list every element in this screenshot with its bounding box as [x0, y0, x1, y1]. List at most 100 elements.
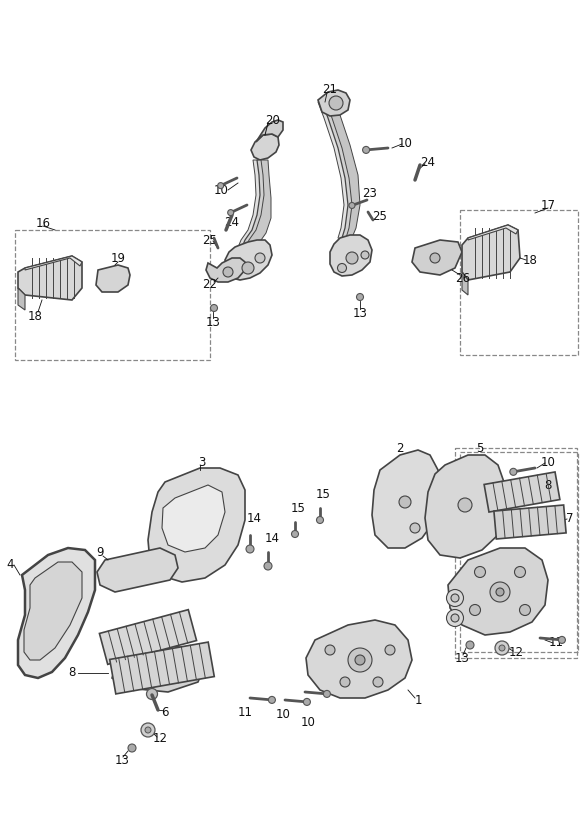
- Polygon shape: [247, 160, 271, 248]
- Circle shape: [255, 253, 265, 263]
- Circle shape: [356, 293, 363, 301]
- Polygon shape: [372, 450, 440, 548]
- Circle shape: [410, 523, 420, 533]
- Circle shape: [329, 96, 343, 110]
- Circle shape: [355, 655, 365, 665]
- Circle shape: [451, 614, 459, 622]
- Text: 15: 15: [315, 488, 331, 500]
- Circle shape: [363, 147, 370, 153]
- Circle shape: [264, 562, 272, 570]
- Polygon shape: [96, 265, 130, 292]
- Polygon shape: [462, 225, 520, 280]
- Text: 2: 2: [396, 442, 404, 455]
- Text: 13: 13: [206, 316, 220, 329]
- Text: 10: 10: [301, 715, 315, 728]
- Polygon shape: [322, 100, 356, 240]
- Text: 8: 8: [68, 667, 76, 680]
- Polygon shape: [306, 620, 412, 698]
- Circle shape: [242, 262, 254, 274]
- Circle shape: [519, 605, 531, 616]
- Text: 23: 23: [363, 186, 377, 199]
- Circle shape: [210, 305, 217, 311]
- Text: 13: 13: [353, 307, 367, 320]
- Circle shape: [325, 645, 335, 655]
- Circle shape: [228, 209, 234, 216]
- Circle shape: [292, 531, 298, 537]
- Circle shape: [217, 183, 224, 189]
- Circle shape: [466, 641, 474, 649]
- Circle shape: [348, 648, 372, 672]
- Circle shape: [146, 689, 157, 700]
- Circle shape: [385, 645, 395, 655]
- Polygon shape: [18, 288, 25, 310]
- Text: 18: 18: [27, 310, 43, 322]
- Circle shape: [340, 677, 350, 687]
- Polygon shape: [97, 548, 178, 592]
- Polygon shape: [110, 642, 215, 694]
- Polygon shape: [448, 548, 548, 635]
- Text: 25: 25: [202, 233, 217, 246]
- Polygon shape: [256, 120, 283, 142]
- Polygon shape: [148, 468, 245, 582]
- Polygon shape: [18, 256, 82, 300]
- Text: 8: 8: [545, 479, 552, 491]
- Polygon shape: [318, 100, 352, 240]
- Circle shape: [559, 636, 566, 644]
- Text: 4: 4: [6, 559, 14, 572]
- Text: 10: 10: [398, 137, 412, 149]
- Circle shape: [317, 517, 324, 523]
- Polygon shape: [484, 472, 560, 512]
- Text: 13: 13: [455, 652, 469, 664]
- Text: 1: 1: [415, 694, 422, 706]
- Polygon shape: [162, 485, 225, 552]
- Circle shape: [268, 696, 275, 704]
- Text: 3: 3: [198, 456, 206, 469]
- Circle shape: [496, 588, 504, 596]
- Text: 15: 15: [290, 502, 305, 514]
- Polygon shape: [100, 610, 196, 664]
- Polygon shape: [243, 160, 267, 248]
- Polygon shape: [25, 256, 82, 270]
- Circle shape: [399, 496, 411, 508]
- Circle shape: [373, 677, 383, 687]
- Text: 18: 18: [522, 254, 538, 266]
- Text: 19: 19: [111, 251, 125, 265]
- Circle shape: [475, 567, 486, 578]
- Text: 14: 14: [265, 531, 279, 545]
- Text: 5: 5: [476, 442, 484, 455]
- Bar: [15, 230, 210, 360]
- Polygon shape: [468, 225, 518, 240]
- Text: 13: 13: [115, 753, 129, 766]
- Text: 22: 22: [202, 279, 217, 292]
- Circle shape: [361, 251, 369, 259]
- Polygon shape: [330, 235, 372, 276]
- Polygon shape: [326, 100, 360, 240]
- Text: 12: 12: [508, 645, 524, 658]
- Circle shape: [145, 727, 151, 733]
- Polygon shape: [24, 562, 82, 660]
- Circle shape: [223, 267, 233, 277]
- Circle shape: [469, 605, 480, 616]
- Circle shape: [303, 699, 310, 705]
- Polygon shape: [206, 258, 245, 282]
- Polygon shape: [425, 455, 505, 558]
- Polygon shape: [462, 272, 468, 295]
- Circle shape: [495, 641, 509, 655]
- Circle shape: [499, 645, 505, 651]
- Circle shape: [63, 583, 77, 597]
- Polygon shape: [494, 505, 566, 539]
- Text: 7: 7: [566, 512, 574, 525]
- Text: 14: 14: [247, 512, 262, 525]
- Text: 12: 12: [153, 732, 167, 745]
- Circle shape: [246, 545, 254, 553]
- Text: 10: 10: [540, 456, 556, 469]
- Text: 16: 16: [36, 217, 51, 230]
- Polygon shape: [225, 240, 272, 280]
- Text: 10: 10: [276, 709, 290, 722]
- Polygon shape: [251, 134, 279, 160]
- Circle shape: [510, 468, 517, 475]
- Circle shape: [451, 594, 459, 602]
- Circle shape: [141, 723, 155, 737]
- Bar: [460, 210, 578, 355]
- Text: 24: 24: [224, 216, 240, 228]
